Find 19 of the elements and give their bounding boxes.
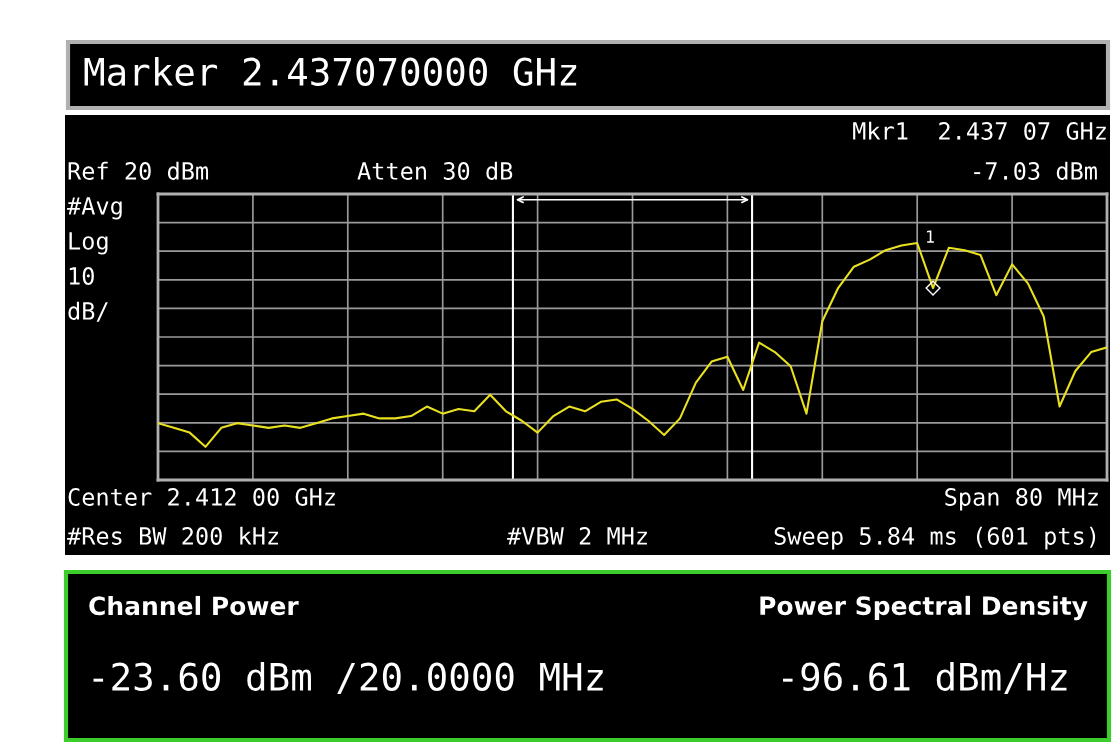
text: #VBW 2 MHz	[507, 527, 647, 545]
text: -23.60 dBm /20.0000 MHz	[93, 661, 603, 694]
text: Ref 20 dBm	[68, 161, 209, 180]
text: Atten 30 dB	[357, 161, 513, 180]
text: -96.61 dBm/Hz	[783, 661, 1067, 694]
text: Sweep 5.84 ms (601 pts)	[774, 526, 1096, 550]
text: Mkr1 2.437 07 GHz	[853, 121, 1106, 140]
text: 1	[926, 230, 934, 243]
text: Span 80 MHz	[945, 488, 1098, 511]
text: Power Spectral Density	[760, 595, 1088, 621]
text: #Avg	[67, 197, 122, 220]
text: 10	[69, 267, 94, 285]
text: Log	[69, 232, 108, 255]
text: dB/	[68, 301, 108, 322]
text: Channel Power	[89, 595, 299, 616]
chart-title: Marker 2.437070000 GHz	[84, 56, 577, 86]
text: -7.03 dBm	[974, 161, 1097, 180]
text: Center 2.412 00 GHz	[68, 488, 335, 506]
text: #Res BW 200 kHz	[67, 526, 278, 545]
